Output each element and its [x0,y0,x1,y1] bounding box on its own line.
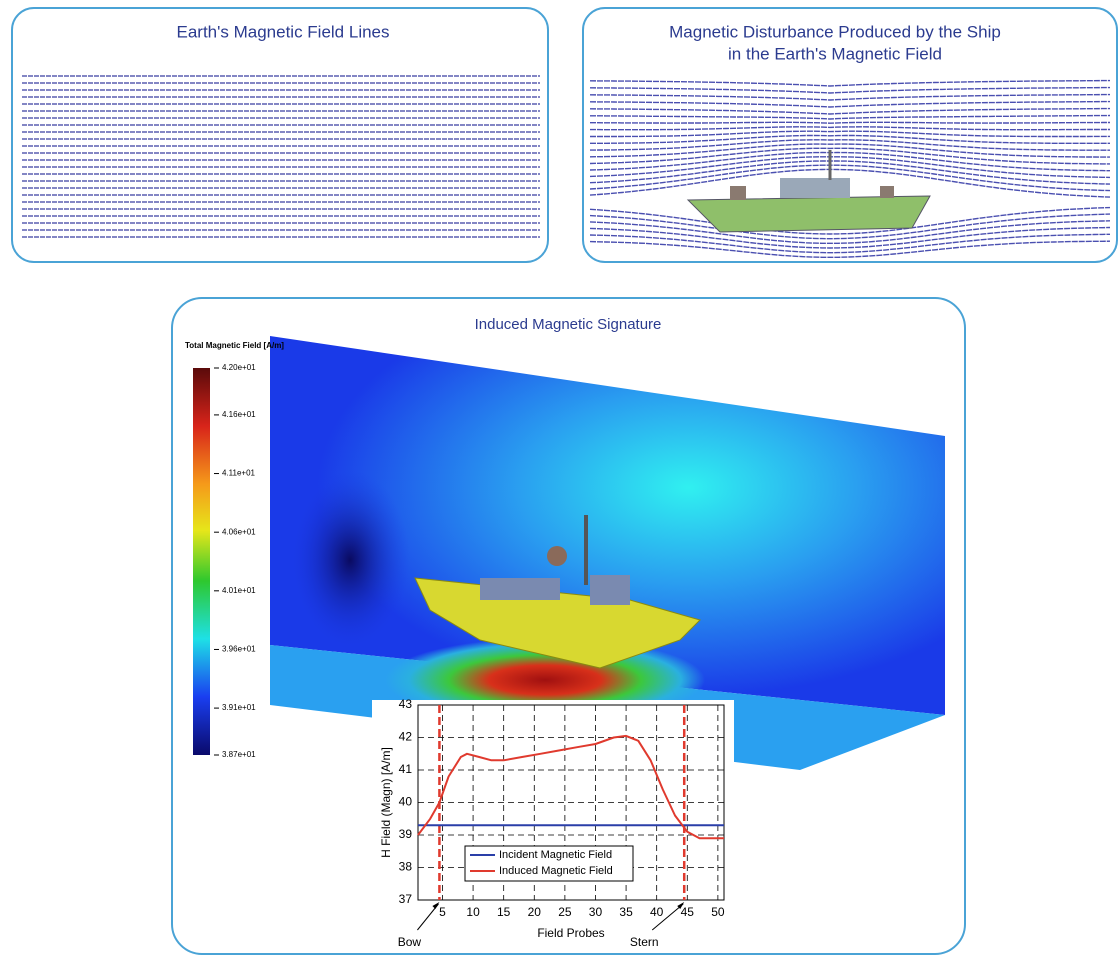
panel [12,8,548,262]
panel-title: Magnetic Disturbance Produced by the Shi… [669,22,1001,41]
x-tick-label: 40 [650,905,664,919]
y-tick-label: 41 [399,762,413,776]
panel-title: Earth's Magnetic Field Lines [176,22,389,41]
y-tick-label: 38 [399,860,413,874]
x-tick-label: 15 [497,905,511,919]
legend-label: Induced Magnetic Field [499,865,613,877]
x-tick-label: 50 [711,905,725,919]
colorbar-title: Total Magnetic Field [A/m] [185,341,284,350]
x-tick-label: 35 [619,905,633,919]
panel-title: in the Earth's Magnetic Field [728,44,942,63]
colorbar [193,368,210,755]
x-tick-label: 5 [439,905,446,919]
colorbar-tick-label: 4.01e+01 [222,586,256,595]
colorbar-tick-label: 3.96e+01 [222,645,256,654]
panel-title: Induced Magnetic Signature [475,316,662,333]
y-tick-label: 43 [399,697,413,711]
colorbar-tick-label: 4.11e+01 [222,469,256,478]
x-tick-label: 10 [466,905,480,919]
y-tick-label: 37 [399,892,413,906]
annotation: Bow [398,935,422,949]
y-tick-label: 40 [399,795,413,809]
figure: Earth's Magnetic Field Lines Magnetic Di… [0,0,1119,957]
colorbar-tick-label: 3.91e+01 [222,703,256,712]
colorbar-tick-label: 4.20e+01 [222,363,256,372]
x-tick-label: 25 [558,905,572,919]
x-axis-label: Field Probes [537,926,604,940]
colorbar-tick-label: 4.06e+01 [222,527,256,536]
field-volume [290,470,410,650]
x-tick-label: 30 [589,905,603,919]
y-tick-label: 42 [399,730,413,744]
annotation: Stern [630,935,659,949]
x-tick-label: 20 [528,905,542,919]
y-tick-label: 39 [399,827,413,841]
x-tick-label: 45 [681,905,695,919]
colorbar-tick-label: 4.16e+01 [222,410,256,419]
field-line [590,122,1110,123]
y-axis-label: H Field (Magn) [A/m] [379,747,393,858]
legend-label: Incident Magnetic Field [499,849,612,861]
colorbar-tick-label: 3.87e+01 [222,750,256,759]
